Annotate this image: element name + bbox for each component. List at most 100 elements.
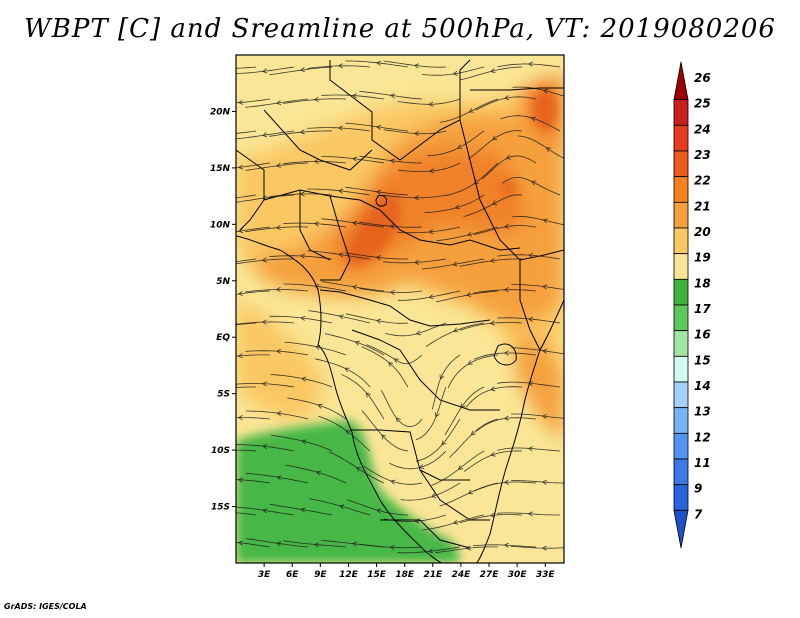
streamline-arrowhead [375,124,382,130]
streamline-arrowhead [441,440,447,446]
grads-credit: GrADS: IGES/COLA [4,602,87,611]
streamline-arrowhead [275,162,282,168]
streamline-arrowhead [300,507,306,513]
lat-tick-label: 10S [211,446,230,456]
lon-tick-label: 3E [258,570,271,580]
streamline-arrowhead [466,231,473,237]
colorbar-label: 15 [694,353,711,367]
colorbar-label: 25 [694,97,711,111]
lon-tick-label: 6E [286,570,299,580]
streamline-arrowhead [237,228,244,234]
streamline-arrowhead [490,451,496,457]
streamline-arrowhead [413,63,419,69]
lon-tick-label: 15E [367,570,387,580]
streamline-arrowhead [261,132,268,138]
colorbar-swatch [673,355,689,383]
streamline [236,130,257,134]
streamline [236,66,257,69]
streamline-arrowhead [530,180,537,186]
streamline-arrowhead [527,252,534,258]
wbpt-18-region [236,420,460,563]
streamline-arrowhead [491,200,498,205]
colorbar-swatch [673,176,689,203]
streamline-arrowhead [470,430,476,436]
streamline-arrowhead [452,327,459,333]
streamline-arrowhead [237,540,244,546]
streamline-arrowhead [313,158,319,164]
streamline-arrowhead [300,315,306,321]
streamline-arrowhead [413,259,419,265]
wbpt-23-spot-ne [533,90,557,130]
streamline-arrowhead [527,380,534,387]
streamline-arrowhead [237,290,244,296]
streamline-arrowhead [452,70,458,76]
streamline-arrowhead [465,291,472,297]
streamline-arrowhead [413,195,419,201]
streamline-arrowhead [490,68,496,74]
streamline-arrowhead [299,191,305,197]
streamline-arrowhead [338,314,344,320]
streamline-arrowhead [261,257,267,263]
lon-tick-label: 21E [423,570,443,580]
colorbar-swatch [673,99,689,126]
streamline-arrowhead [365,392,371,398]
colorbar-swatch [673,381,689,409]
streamline-arrowhead [527,61,533,67]
wbpt-20-region-south [236,300,324,420]
streamline-arrowhead [351,156,358,162]
lat-tick-label: EQ [216,333,230,343]
streamline-arrowhead [345,430,351,435]
streamline-arrowhead [428,229,434,235]
lake-victoria [493,343,517,366]
streamline-arrowhead [395,417,401,423]
streamline-arrowhead [351,284,358,290]
lat-tick-label: 5S [217,390,230,400]
colorbar: 26 25 24 23 22 21 20 19 18 17 16 15 14 13 12 11 9 7 [673,61,711,549]
streamline-arrowhead [225,261,229,265]
streamline-arrowhead [225,197,229,201]
border-sahara-north [329,59,471,161]
lat-tick-label: 15N [210,164,231,174]
streamline-arrowhead [237,353,243,359]
streamline-arrowhead [314,284,320,290]
streamline-arrowhead [299,67,306,73]
streamline-arrowhead [314,344,321,350]
streamline-arrowhead [237,477,243,483]
streamline-arrowhead [489,257,496,263]
colorbar-swatch [673,124,689,152]
streamline-arrowhead [225,66,229,70]
streamline-arrowhead [389,93,396,99]
streamline-arrowhead [414,518,420,524]
border-west-2 [299,190,331,261]
streamline-arrowhead [503,350,509,356]
border-central-2 [319,289,491,327]
streamline [236,512,257,516]
colorbar-label: 9 [694,482,702,496]
streamline-arrowhead [427,548,434,554]
southwest-coastline [351,431,443,563]
streamline-arrowhead [428,294,434,300]
streamline-arrowhead [503,479,509,485]
streamline-arrowhead [491,135,498,141]
border-zambia [419,469,490,521]
streamline [236,194,257,199]
streamline-arrowhead [237,99,244,105]
streamline-arrowhead [473,179,479,185]
streamline-arrowhead [261,319,267,325]
colorbar-swatch [673,407,689,434]
streamline-arrowhead [237,164,244,170]
streamline-arrowhead [225,324,229,328]
streamline-arrowhead [376,508,382,514]
streamline-arrowhead [317,403,323,409]
streamline-arrowhead [337,125,343,131]
streamline-arrowhead [390,479,396,485]
colorbar-label: 14 [694,379,711,393]
streamline-arrowhead [434,412,440,418]
streamline-arrowhead [527,446,533,452]
streamline-arrowhead [375,60,382,66]
lon-tick-label: 9E [314,570,327,580]
streamline-arrowhead [452,519,459,525]
streamline-arrowhead [301,439,307,445]
border-drc [351,329,500,411]
east-coastline [475,299,564,563]
